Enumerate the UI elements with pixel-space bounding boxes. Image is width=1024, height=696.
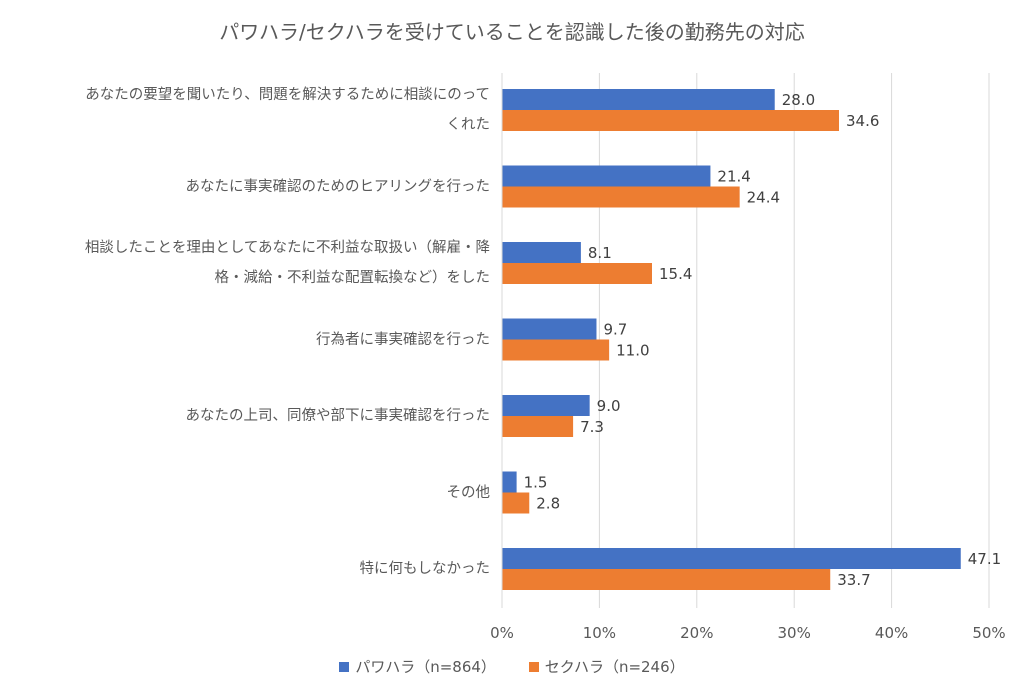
chart-title: パワハラ/セクハラを受けていることを認識した後の勤務先の対応 (219, 20, 805, 44)
data-label: 11.0 (616, 342, 649, 360)
data-label: 2.8 (536, 495, 560, 513)
x-tick-label: 40% (875, 624, 908, 642)
bar (502, 186, 740, 208)
category-label-line: 特に何もしなかった (359, 561, 491, 577)
bar (502, 395, 590, 416)
data-label: 24.4 (747, 189, 780, 207)
category-label-line: 行為者に事実確認を行った (316, 331, 490, 348)
category-label-line: その他 (446, 484, 491, 501)
category-label-line: 格・減給・不利益な配置転換など）をした (214, 270, 491, 286)
bar (502, 242, 581, 263)
bar (502, 339, 610, 361)
data-label: 1.5 (524, 474, 548, 492)
legend-label: パワハラ（n=864） (355, 658, 496, 676)
legend: パワハラ（n=864） セクハラ（n=246） (0, 656, 1024, 677)
category-label-line: くれた (446, 117, 491, 133)
category-label: あなたの上司、同僚や部下に事実確認を行った (0, 401, 491, 431)
bar (502, 492, 530, 514)
legend-swatch-blue (339, 662, 350, 672)
data-label: 15.4 (659, 265, 692, 283)
x-tick-label: 50% (972, 624, 1005, 642)
data-label: 33.7 (837, 571, 870, 589)
category-label-line: あなたに事実確認のためのヒアリングを行った (185, 178, 491, 195)
category-label: 特に何もしなかった (0, 554, 491, 584)
bar (502, 263, 652, 284)
bar (502, 548, 961, 569)
bar (502, 165, 711, 187)
bar (502, 318, 597, 340)
x-tick-label: 0% (490, 624, 514, 642)
category-label: 相談したことを理由としてあなたに不利益な取扱い（解雇・降格・減給・不利益な配置転… (0, 233, 490, 293)
category-label: あなたに事実確認のためのヒアリングを行った (0, 172, 491, 202)
data-label: 7.3 (580, 418, 604, 436)
data-label: 47.1 (968, 550, 1001, 568)
category-label: その他 (0, 478, 491, 508)
legend-item-sexual-harassment: セクハラ（n=246） (528, 656, 685, 677)
bar (502, 110, 840, 131)
bar (502, 416, 574, 437)
legend-swatch-orange (528, 662, 539, 672)
data-label: 21.4 (717, 168, 750, 186)
category-label: 行為者に事実確認を行った (0, 325, 490, 355)
x-tick-label: 10% (583, 624, 616, 642)
category-label-line: あなたの上司、同僚や部下に事実確認を行った (185, 408, 491, 424)
x-tick-label: 30% (778, 624, 811, 642)
data-label: 8.1 (588, 244, 612, 262)
bar (502, 569, 831, 590)
x-tick-label: 20% (680, 624, 713, 642)
bar (502, 471, 517, 493)
category-label: あなたの要望を聞いたり、問題を解決するために相談にのってくれた (0, 80, 490, 140)
legend-label: セクハラ（n=246） (544, 658, 685, 676)
category-label-line: 相談したことを理由としてあなたに不利益な取扱い（解雇・降 (84, 240, 490, 256)
data-label: 9.0 (597, 397, 621, 415)
data-label: 9.7 (603, 321, 627, 339)
bar (502, 89, 775, 110)
category-label-line: あなたの要望を聞いたり、問題を解決するために相談にのって (85, 87, 490, 103)
legend-item-power-harassment: パワハラ（n=864） (339, 656, 496, 677)
data-label: 28.0 (782, 91, 815, 109)
data-label: 34.6 (846, 112, 879, 130)
